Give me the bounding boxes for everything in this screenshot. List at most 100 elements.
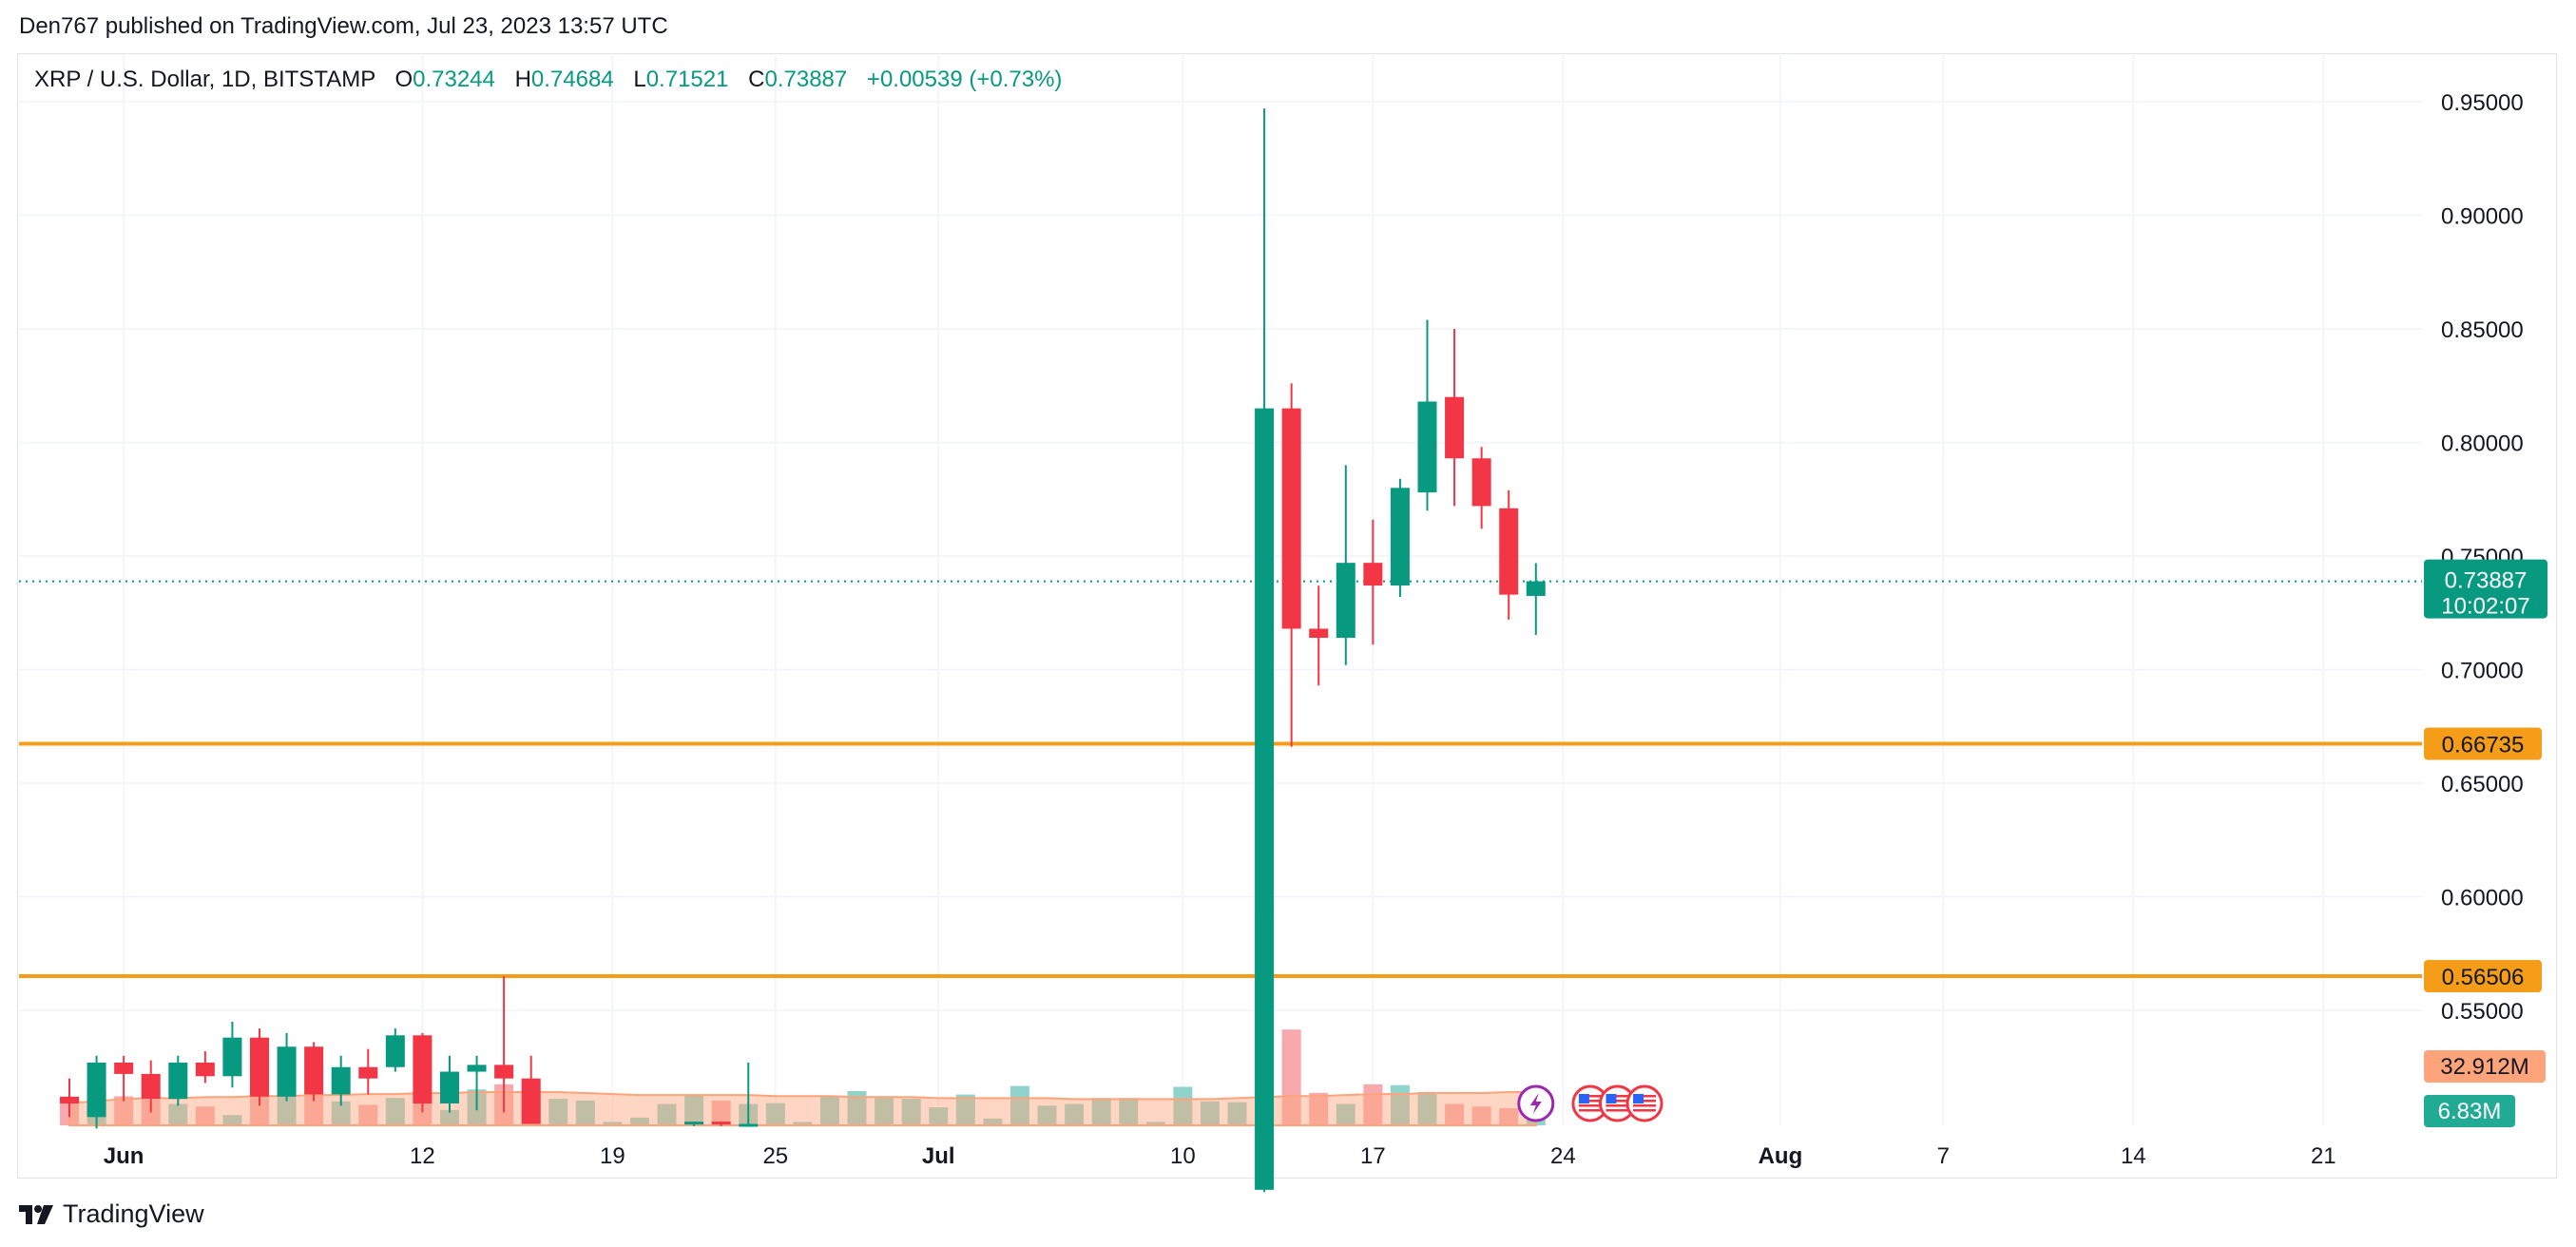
volume-bar (1445, 1103, 1465, 1125)
volume-bar (793, 1122, 813, 1125)
time-axis[interactable]: Jun 12 19 25 Jul 10 17 24 Aug 7 14 21 (104, 1143, 2336, 1169)
flag-canton (1578, 1094, 1589, 1103)
volume-last-text: 6.83M (2438, 1099, 2502, 1124)
volume-bar (1173, 1086, 1193, 1125)
candles-layer (60, 108, 1546, 1193)
volume-last-label (2424, 1095, 2515, 1127)
level-price-label (2424, 727, 2542, 760)
volume-bar (1417, 1091, 1437, 1125)
candle-body (141, 1073, 161, 1100)
legend-change: +0.00539 (+0.73%) (866, 67, 1063, 92)
candle-body (114, 1062, 134, 1074)
legend-low-label: L (633, 67, 646, 92)
y-tick-label: 0.70000 (2441, 659, 2524, 684)
legend-symbol: XRP / U.S. Dollar, 1D, BITSTAMP (34, 67, 375, 92)
candle-body (494, 1065, 514, 1079)
x-tick-label: 7 (1937, 1143, 1950, 1169)
x-tick-label: Aug (1759, 1143, 1803, 1169)
candle-body (739, 1123, 759, 1127)
candle-body (711, 1122, 731, 1125)
candle-body (1309, 628, 1329, 639)
volume-bar (168, 1103, 188, 1125)
volume-bar (1309, 1092, 1329, 1125)
volume-bar (195, 1106, 215, 1125)
x-tick-label: 10 (1170, 1143, 1196, 1169)
volume-bar (222, 1115, 242, 1125)
candle-body (467, 1065, 487, 1072)
flag-stripe (1605, 1095, 1629, 1098)
volume-ma-label (2424, 1050, 2546, 1083)
events-layer[interactable] (1517, 1084, 1663, 1122)
candle-body (1417, 401, 1437, 493)
chart-frame[interactable] (17, 53, 2557, 1179)
candle-body (87, 1062, 106, 1118)
candle-body (413, 1035, 433, 1103)
x-tick-label: 17 (1360, 1143, 1386, 1169)
tradingview-logo-icon (19, 1204, 53, 1224)
candle-body (1390, 488, 1410, 586)
candle-body (385, 1035, 405, 1067)
candle-body (331, 1066, 351, 1095)
x-tick-label: Jun (104, 1143, 144, 1169)
flag-canton (1605, 1094, 1617, 1103)
y-tick-label: 0.90000 (2441, 204, 2524, 230)
level-price-text: 0.66735 (2442, 733, 2525, 758)
volume-bar (929, 1107, 949, 1125)
candle-body (277, 1046, 297, 1097)
volume-bar (657, 1103, 677, 1125)
candle-body (222, 1037, 242, 1077)
legend-high: 0.74684 (530, 67, 614, 92)
flag-stripe (1578, 1109, 1602, 1112)
countdown-text: 10:02:07 (2441, 594, 2529, 620)
candle-body (195, 1062, 215, 1077)
x-tick-label: 25 (762, 1143, 788, 1169)
us-flag-icon (1625, 1084, 1663, 1122)
level-price-label (2424, 960, 2542, 993)
volume-bar (1037, 1105, 1057, 1125)
volume-bar (1065, 1103, 1085, 1125)
candle-body (1281, 408, 1301, 629)
legend-high-label: H (514, 67, 531, 92)
volume-bar (1281, 1029, 1301, 1125)
x-tick-label: 12 (410, 1143, 435, 1169)
price-axis[interactable]: 0.66735 0.56506 0.95000 0.90000 0.85000 0.800… (2424, 90, 2547, 1127)
y-tick-label: 0.95000 (2441, 90, 2524, 116)
flag-stripe (1605, 1104, 1629, 1107)
volume-bar (575, 1100, 595, 1125)
legend-open-label: O (394, 67, 413, 92)
brand-name: TradingView (63, 1199, 204, 1228)
y-tick-label: 0.85000 (2441, 317, 2524, 343)
x-tick-label: 19 (600, 1143, 625, 1169)
x-tick-label: Jul (922, 1143, 955, 1169)
x-tick-label: 14 (2121, 1143, 2146, 1169)
volume-bar (385, 1098, 405, 1125)
volume-bar (114, 1096, 134, 1125)
candle-body (1255, 408, 1275, 1190)
volume-ma-text: 32.912M (2440, 1054, 2528, 1080)
candle-body (1336, 563, 1355, 639)
candle-body (684, 1122, 704, 1125)
publisher-line: Den767 published on TradingView.com, Jul… (19, 13, 668, 39)
grid-layer (19, 55, 2422, 1125)
legend-close-label: C (748, 67, 765, 92)
flag-stripe (1633, 1100, 1657, 1103)
candle-body (168, 1062, 188, 1100)
volume-bar (358, 1104, 378, 1125)
y-tick-label: 0.65000 (2441, 772, 2524, 797)
levels-layer (19, 580, 2422, 979)
flag-stripe (1578, 1104, 1602, 1107)
candle-body (439, 1071, 459, 1103)
volume-ma-area (68, 1090, 1537, 1126)
volume-bar (983, 1118, 1003, 1125)
y-tick-label: 0.55000 (2441, 999, 2524, 1025)
last-price-label (2424, 559, 2547, 619)
level-price-text: 0.56506 (2442, 965, 2525, 990)
volume-bar (875, 1097, 894, 1125)
flag-stripe (1633, 1109, 1657, 1112)
y-tick-label: 0.60000 (2441, 886, 2524, 911)
volume-ma-layer (68, 1090, 1537, 1126)
tradingview-brand[interactable]: TradingView (19, 1199, 204, 1229)
flag-stripe (1605, 1109, 1629, 1112)
lightning-glyph (1529, 1093, 1542, 1114)
